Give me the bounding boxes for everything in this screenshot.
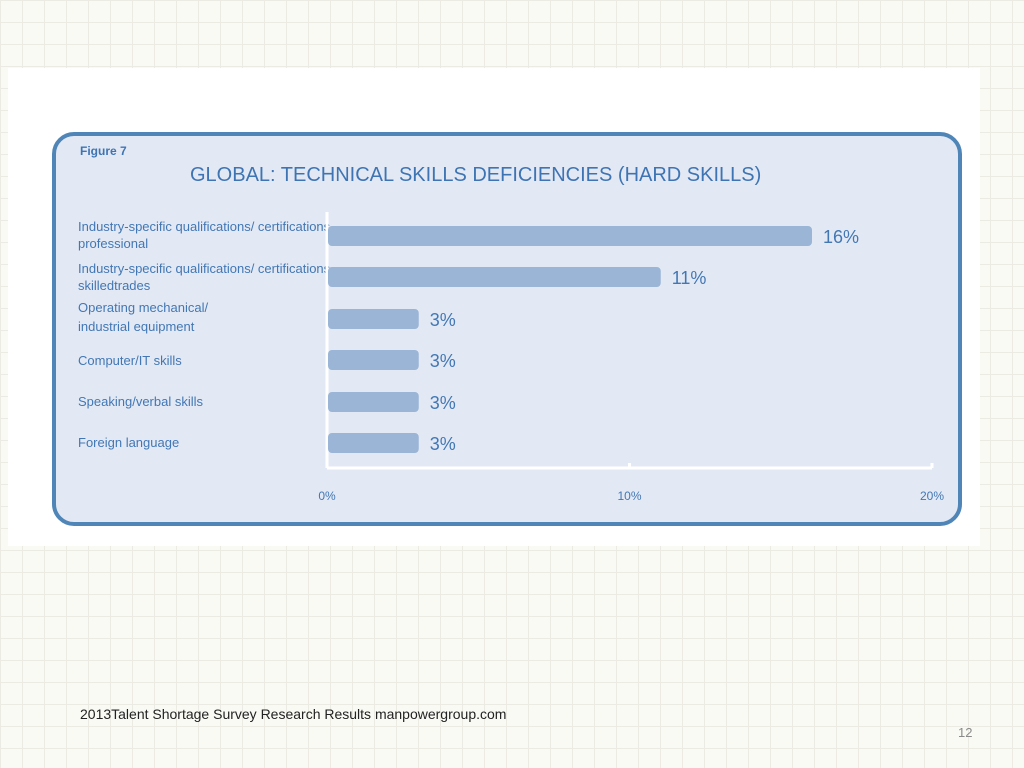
category-label-line: Computer/IT skills [78, 353, 182, 368]
category-label-1: Industry-specific qualifications/ certif… [78, 260, 438, 294]
x-tick-label: 10% [617, 489, 641, 503]
bar [328, 392, 419, 412]
x-tick-label: 20% [920, 489, 944, 503]
category-label-line: Industry-specific qualifications/ certif… [78, 219, 344, 234]
bar [328, 267, 661, 287]
bar [328, 226, 812, 246]
data-label: 3% [430, 310, 456, 330]
data-label: 16% [823, 227, 859, 247]
data-label: 3% [430, 351, 456, 371]
x-tick-label: 0% [318, 489, 336, 503]
bar [328, 433, 419, 453]
bar [328, 309, 419, 329]
category-label-5: Foreign language [78, 434, 438, 451]
page-number: 12 [958, 725, 973, 740]
category-label-line: Industry-specific qualifications/ certif… [78, 261, 344, 276]
data-label: 3% [430, 434, 456, 454]
chart-title: GLOBAL: TECHNICAL SKILLS DEFICIENCIES (H… [190, 164, 762, 186]
category-label-line: Speaking/verbal skills [78, 394, 204, 409]
footer-source: 2013Talent Shortage Survey Research Resu… [80, 706, 507, 722]
category-label-line: skilledtrades [78, 278, 151, 293]
figure-label: Figure 7 [80, 144, 127, 158]
category-label-line: Foreign language [78, 435, 180, 450]
figure-frame [52, 132, 962, 526]
category-label-4: Speaking/verbal skills [78, 393, 438, 410]
bar [328, 350, 419, 370]
data-label: 11% [672, 268, 707, 288]
category-label-line: industrial equipment [78, 319, 195, 334]
category-label-0: Industry-specific qualifications/ certif… [78, 218, 438, 252]
data-label: 3% [430, 393, 456, 413]
category-label-line: professional [78, 236, 149, 251]
category-label-2: Operating mechanical/ industrial equipme… [78, 298, 438, 336]
category-label-3: Computer/IT skills [78, 352, 438, 369]
category-label-line: Operating mechanical/ [78, 300, 209, 315]
